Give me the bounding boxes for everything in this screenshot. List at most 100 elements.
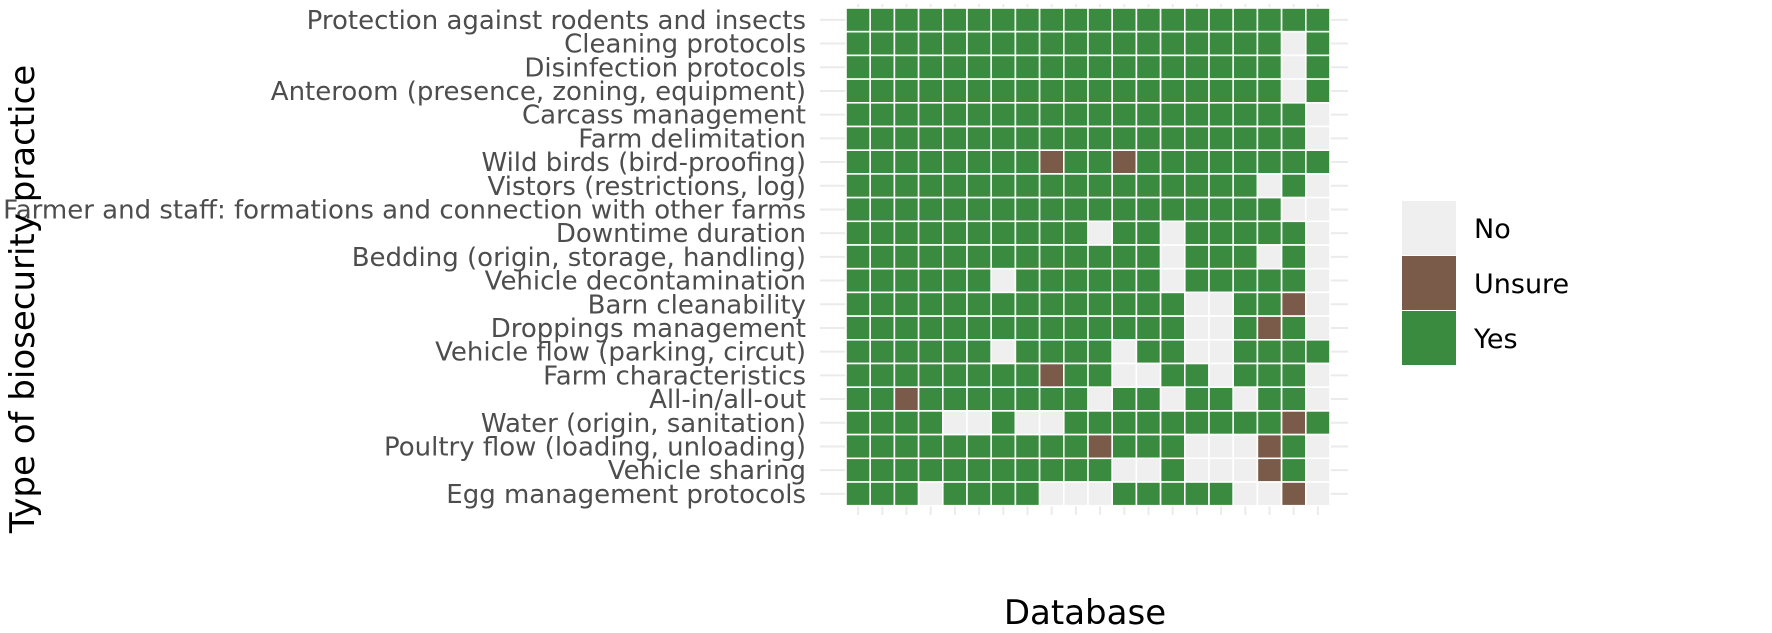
heatmap-cell-yes [869,7,896,33]
heatmap-cell-yes [1014,125,1041,152]
heatmap-cell-yes [1135,7,1162,33]
heatmap-cell-no [1232,433,1259,460]
heatmap-cell-yes [1280,7,1307,33]
heatmap-cell-no [1208,315,1235,341]
heatmap-cell-yes [917,173,944,199]
heatmap-cell-yes [1111,410,1138,436]
legend-key-unsure [1402,256,1456,310]
heatmap-cell-yes [917,54,944,80]
heatmap-cell-yes [990,54,1017,80]
heatmap-cell-yes [869,410,896,436]
x-axis-title: Database [1004,593,1166,633]
heatmap-cell-yes [1159,149,1186,175]
heatmap-cell-yes [917,102,944,128]
heatmap-cell-yes [845,433,872,460]
heatmap-cell-no [1087,220,1114,246]
heatmap-cell-no [1280,30,1307,57]
heatmap-cell-yes [966,149,993,175]
heatmap-cell-no [1208,433,1235,460]
heatmap-cell-yes [1232,267,1259,294]
heatmap-cell-yes [893,457,920,483]
heatmap-cell-yes [966,291,993,317]
heatmap-cell-yes [1111,267,1138,294]
y-tick-label: Cleaning protocols [564,30,806,60]
heatmap-cell-yes [1135,244,1162,270]
heatmap-cell-yes [941,338,968,365]
heatmap-cell-yes [1111,481,1138,507]
heatmap-cell-yes [869,362,896,389]
heatmap-cell-yes [966,315,993,341]
heatmap-cell-yes [845,315,872,341]
heatmap-cell-yes [893,481,920,507]
heatmap-cell-yes [1038,7,1065,33]
heatmap-cell-yes [869,457,896,483]
heatmap-cell-yes [1063,386,1089,412]
heatmap-cell-yes [1256,338,1283,365]
heatmap-cell-yes [845,338,872,365]
heatmap-cell-yes [1014,338,1041,365]
heatmap-cell-yes [1208,267,1235,294]
heatmap-cell-yes [1063,7,1089,33]
y-tick-label: All-in/all-out [649,385,806,415]
heatmap-cell-yes [845,78,872,104]
heatmap-cell-yes [917,7,944,33]
heatmap-cell-yes [1135,125,1162,152]
heatmap-cell-yes [1038,433,1065,460]
heatmap-cell-no [990,267,1017,294]
heatmap-cell-no [1305,481,1331,507]
heatmap-cell-yes [1232,125,1259,152]
heatmap-cell-yes [869,102,896,128]
heatmap-cell-yes [845,7,872,33]
heatmap-cell-yes [917,338,944,365]
heatmap-cell-yes [1159,54,1186,80]
heatmap-cell-yes [941,220,968,246]
heatmap-cell-yes [917,410,944,436]
heatmap-cell-yes [845,481,872,507]
heatmap-cell-yes [1014,54,1041,80]
heatmap-cell-yes [845,386,872,412]
heatmap-cell-yes [1111,196,1138,223]
heatmap-cell-yes [990,173,1017,199]
heatmap-cell-yes [1014,433,1041,460]
heatmap-cell-no [1208,362,1235,389]
heatmap-cell-no [1159,267,1186,294]
heatmap-cell-yes [941,244,968,270]
legend-label: Unsure [1474,269,1569,300]
y-tick-label: Farm delimitation [578,124,806,154]
heatmap-cell-no [1038,410,1065,436]
heatmap-cell-yes [1135,149,1162,175]
heatmap-cell-yes [1014,102,1041,128]
heatmap-cell-unsure [1280,481,1307,507]
heatmap-cell-yes [1159,78,1186,104]
heatmap-cell-no [1280,196,1307,223]
heatmap-cell-yes [990,30,1017,57]
heatmap-cell-yes [966,362,993,389]
heatmap-cell-no [1256,481,1283,507]
heatmap-cell-yes [1014,30,1041,57]
heatmap-cell-yes [1014,7,1041,33]
heatmap-cell-yes [966,196,993,223]
heatmap-cell-yes [845,54,872,80]
heatmap-cell-no [1305,457,1331,483]
heatmap-cell-unsure [1038,149,1065,175]
heatmap-cell-yes [1063,433,1089,460]
heatmap-cell-yes [1256,78,1283,104]
heatmap-cell-yes [1159,481,1186,507]
heatmap-cell-yes [990,244,1017,270]
heatmap-cell-yes [1063,196,1089,223]
heatmap-cell-yes [1111,54,1138,80]
heatmap-cell-yes [1184,244,1210,270]
heatmap-cell-yes [917,457,944,483]
heatmap-cell-yes [1184,30,1210,57]
heatmap-cell-no [1184,315,1210,341]
heatmap-cell-yes [1159,196,1186,223]
heatmap-cell-yes [1159,338,1186,365]
heatmap-cell-yes [893,410,920,436]
heatmap-cell-no [966,410,993,436]
heatmap-cell-no [1305,220,1331,246]
heatmap-cell-yes [1038,338,1065,365]
heatmap-cell-yes [1280,173,1307,199]
heatmap-cell-yes [1184,78,1210,104]
heatmap-cell-yes [966,30,993,57]
heatmap-cell-yes [1208,196,1235,223]
